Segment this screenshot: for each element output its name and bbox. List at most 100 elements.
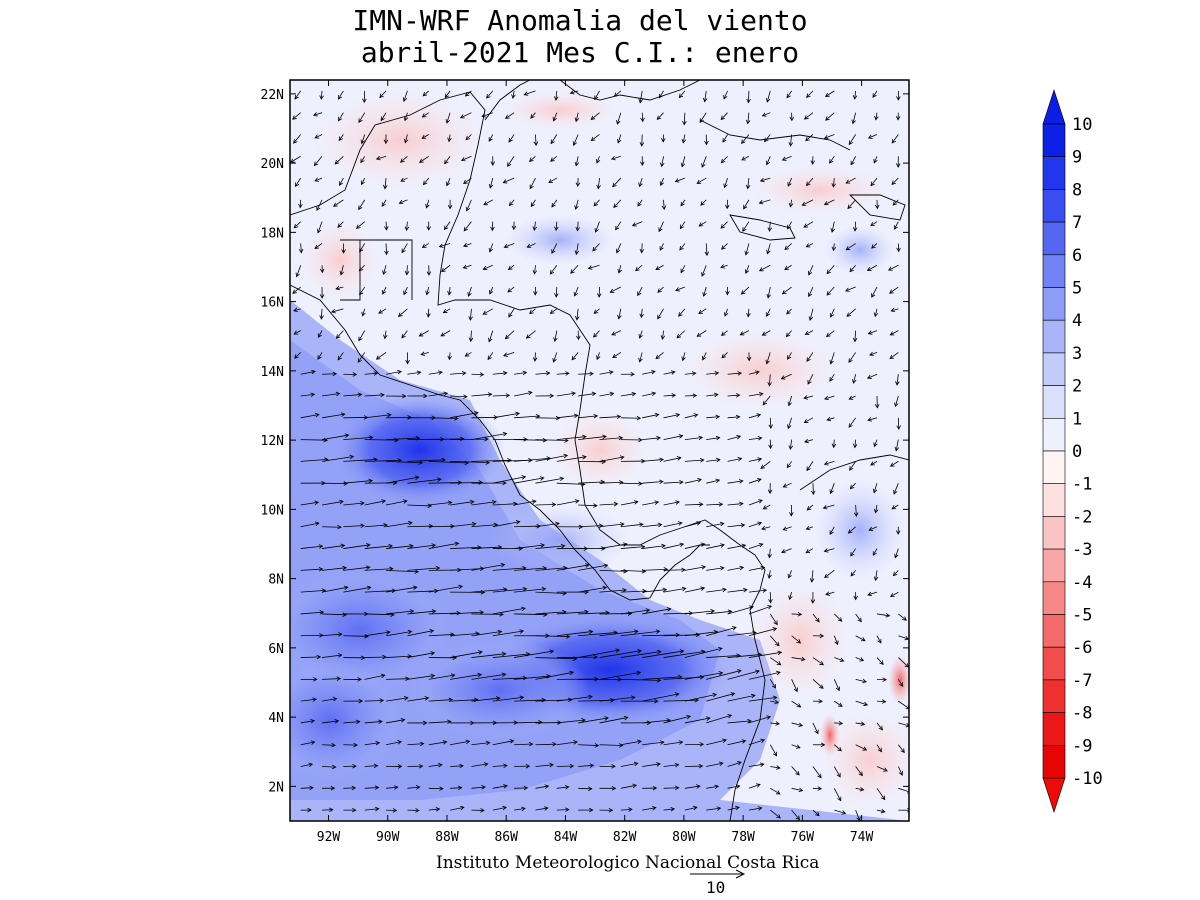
- wind-vector-head: [867, 330, 873, 335]
- wind-vector: [748, 716, 771, 724]
- wind-vector-head: [397, 764, 403, 769]
- wind-vector-head: [825, 92, 830, 97]
- wind-vector-head: [550, 157, 555, 162]
- wind-vector-head: [349, 454, 355, 460]
- wind-vector-head: [776, 670, 781, 676]
- wind-vector: [658, 221, 664, 232]
- wind-vector-head: [868, 526, 874, 531]
- wind-vector: [338, 90, 344, 100]
- wind-vector-head: [635, 266, 640, 272]
- wind-vector: [530, 112, 536, 119]
- wind-vector: [385, 586, 417, 593]
- wind-vector-head: [365, 565, 371, 570]
- wind-vector: [300, 243, 302, 253]
- wind-vector: [812, 766, 822, 778]
- wind-vector: [679, 243, 686, 251]
- wind-vector: [422, 90, 430, 97]
- wind-vector-head: [658, 93, 663, 99]
- wind-vector-head: [446, 181, 451, 187]
- wind-vector: [428, 721, 451, 724]
- wind-vector-head: [895, 116, 901, 121]
- wind-vector-head: [407, 629, 413, 635]
- wind-vector-head: [378, 719, 383, 724]
- wind-vector-head: [331, 742, 336, 748]
- wind-vector: [620, 808, 632, 811]
- wind-vector: [450, 460, 490, 464]
- wind-vector-head: [639, 313, 644, 319]
- wind-vector: [380, 112, 387, 121]
- wind-vector-head: [574, 205, 579, 210]
- wind-vector-head: [403, 138, 409, 144]
- wind-vector: [335, 286, 344, 290]
- wind-vector-head: [714, 370, 720, 376]
- wind-vector: [492, 740, 514, 746]
- wind-vector: [599, 503, 618, 506]
- wind-vector: [833, 679, 840, 691]
- wind-vector-head: [338, 116, 343, 122]
- wind-vector-head: [850, 551, 855, 557]
- wind-vector-head: [389, 566, 394, 572]
- wind-vector-head: [902, 616, 907, 621]
- wind-vector-head: [656, 649, 662, 655]
- wind-vector-head: [714, 784, 720, 790]
- wind-vector: [848, 417, 856, 428]
- wind-vector: [620, 678, 661, 681]
- wind-vector-head: [571, 391, 576, 396]
- wind-vector: [781, 373, 792, 380]
- wind-vector: [403, 90, 408, 102]
- wind-vector: [356, 221, 365, 229]
- wind-vector: [642, 807, 656, 811]
- wind-vector-head: [366, 585, 372, 591]
- wind-vector-head: [704, 140, 709, 146]
- wind-vector: [386, 460, 423, 464]
- wind-vector-head: [573, 740, 578, 745]
- wind-vector-head: [563, 453, 569, 459]
- wind-vector: [359, 264, 365, 271]
- wind-vector: [419, 330, 429, 337]
- wind-vector-head: [873, 442, 878, 448]
- wind-vector: [898, 744, 905, 753]
- wind-vector: [663, 522, 682, 528]
- wind-vector-head: [674, 785, 680, 791]
- wind-vector: [870, 221, 878, 227]
- wind-vector: [684, 566, 706, 571]
- wind-vector: [696, 330, 707, 337]
- wind-vector-head: [499, 612, 504, 617]
- wind-vector: [642, 634, 680, 637]
- wind-vector: [492, 394, 510, 397]
- wind-vector-head: [678, 740, 684, 745]
- wind-vector: [551, 199, 558, 208]
- wind-vector: [555, 287, 558, 297]
- wind-vector: [427, 308, 430, 317]
- wind-vector-head: [383, 139, 389, 145]
- wind-vector-head: [640, 161, 645, 167]
- wind-vector: [787, 417, 792, 429]
- wind-vector: [680, 265, 686, 273]
- wind-vector: [386, 569, 419, 573]
- colorbar-label: 3: [1072, 344, 1082, 364]
- wind-vector: [875, 504, 878, 513]
- wind-vector: [578, 649, 620, 658]
- wind-vector-head: [521, 606, 526, 612]
- wind-vector-head: [295, 272, 300, 278]
- wind-vector: [398, 308, 408, 317]
- wind-vector-head: [573, 413, 579, 419]
- wind-vector-head: [781, 549, 786, 554]
- wind-vector-head: [530, 114, 535, 119]
- wind-vector-head: [379, 698, 385, 703]
- wind-vector: [786, 461, 792, 468]
- wind-vector-head: [829, 359, 834, 365]
- wind-vector: [514, 477, 544, 484]
- wind-vector: [428, 674, 455, 680]
- wind-vector: [300, 720, 315, 724]
- wind-vector: [385, 500, 407, 506]
- wind-vector: [897, 679, 904, 687]
- wind-vector-head: [774, 699, 780, 705]
- colorbar-swatch: [1042, 712, 1066, 746]
- wind-vector-head: [766, 293, 771, 299]
- wind-vector: [873, 156, 878, 164]
- wind-vector: [791, 766, 800, 776]
- wind-vector-head: [654, 500, 660, 505]
- wind-vector: [812, 613, 820, 623]
- wind-vector-head: [422, 91, 428, 97]
